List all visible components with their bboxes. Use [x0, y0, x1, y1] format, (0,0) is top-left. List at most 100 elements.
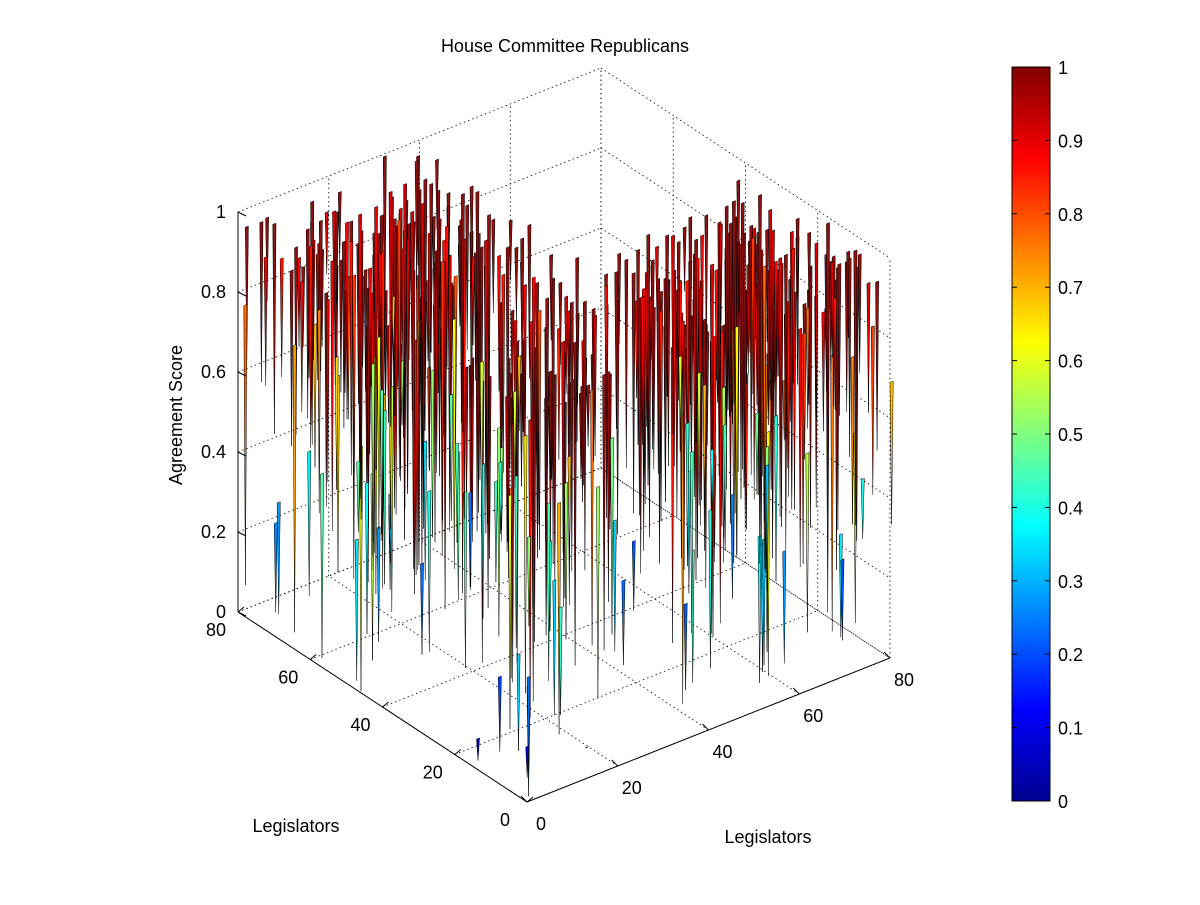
grid-line	[600, 147, 891, 339]
colorbar-tick-label: 0.9	[1058, 131, 1083, 151]
surface-spike	[857, 253, 862, 374]
surface-spike	[292, 344, 297, 633]
y-tick-label: 60	[278, 668, 298, 688]
surface-spike	[705, 331, 710, 446]
surface-spike	[655, 245, 659, 322]
surface-spike	[558, 606, 563, 716]
surface-spike	[510, 309, 515, 425]
surface-spike	[352, 274, 356, 474]
surface-spike	[452, 318, 457, 569]
grid-line	[328, 575, 618, 767]
surface-spike	[546, 502, 551, 681]
surface-spike	[650, 259, 655, 450]
surface-spike	[564, 295, 569, 394]
surface-spike	[730, 493, 735, 599]
colorbar: 0 0.1 0.2 0.3 0.4 0.5 0.6 0.7 0.8 0.9 1	[1011, 58, 1083, 812]
surface-spike	[659, 310, 664, 495]
surface-spike	[784, 253, 788, 439]
surface-spike	[465, 204, 470, 351]
surface-spike	[567, 455, 572, 559]
surface-spike	[791, 247, 796, 384]
grid-line	[419, 539, 709, 731]
surface-spike	[339, 259, 343, 393]
surface-spike	[334, 356, 339, 490]
surface-spike	[501, 273, 506, 473]
surface-spike	[378, 252, 383, 350]
grid-line	[237, 227, 602, 373]
grid-line	[237, 467, 602, 613]
surface-spike	[505, 246, 510, 543]
surface-spike	[397, 218, 402, 477]
grid-line	[454, 610, 818, 755]
surface-spike	[821, 311, 826, 432]
surface-spike	[719, 223, 723, 323]
surface-spike	[847, 257, 852, 457]
surface-spike	[523, 434, 528, 694]
grid-line	[600, 227, 891, 419]
surface-spike	[678, 355, 683, 430]
surface-spike	[771, 229, 775, 402]
surface-spike	[405, 237, 410, 490]
surface-spike	[604, 284, 609, 419]
surface-spike	[294, 246, 298, 435]
surface-spike	[491, 218, 496, 313]
surface-spike	[497, 675, 502, 752]
surface-spike	[430, 369, 435, 538]
surface-spike	[585, 746, 589, 749]
surface-spike	[710, 448, 714, 514]
surface-spike	[558, 281, 563, 365]
surface-spike	[382, 409, 387, 585]
colorbar-tick-label: 0.6	[1058, 352, 1083, 372]
surface-spike	[476, 737, 480, 761]
surface-spike	[276, 501, 281, 615]
surface-spike	[334, 211, 339, 307]
surface-spike	[427, 232, 432, 472]
surface-spike	[875, 280, 879, 451]
z-tick	[237, 291, 247, 297]
surface-spike	[461, 192, 465, 433]
x-tick	[611, 759, 619, 767]
surface-spike	[318, 219, 323, 372]
surface-spike	[435, 158, 439, 229]
surface-spike	[525, 745, 530, 778]
surface-spike	[382, 155, 387, 338]
surface-spike	[685, 422, 690, 567]
surface-spike	[774, 415, 778, 582]
surface-spike	[583, 300, 587, 571]
surface-spike	[549, 253, 553, 341]
surface-spike	[814, 242, 819, 421]
surface-spike	[289, 269, 294, 447]
surface-spike	[889, 380, 894, 525]
surface-spike	[263, 255, 268, 386]
z-tick	[237, 451, 247, 457]
surface-spike	[689, 451, 694, 634]
surface-spike	[368, 267, 372, 425]
surface-spike	[762, 265, 767, 522]
surface-spike	[381, 249, 386, 513]
surface-spike	[826, 222, 830, 514]
z-tick-label: 0.6	[201, 362, 226, 382]
surface-spike	[245, 225, 249, 361]
surface-spike	[376, 526, 381, 642]
surface-spike	[479, 360, 484, 535]
surface-spike	[410, 210, 415, 412]
surface-spike	[805, 306, 810, 429]
y-tick	[526, 796, 534, 803]
surface-plot	[243, 155, 894, 797]
surface-spike	[243, 303, 248, 586]
y-axis-label: Legislators	[252, 816, 339, 836]
surface-spike	[471, 256, 475, 346]
colorbar-tick-label: 0.1	[1058, 719, 1083, 739]
surface-spike	[508, 494, 512, 730]
y-tick-label: 80	[206, 620, 226, 640]
surface-spike	[531, 276, 536, 453]
surface-spike	[337, 191, 342, 262]
z-tick	[237, 371, 247, 377]
surface-spike	[330, 259, 335, 532]
surface-spike	[606, 371, 611, 603]
surface-spike	[320, 472, 324, 658]
surface-spike	[808, 265, 813, 528]
surface-spike	[537, 309, 542, 550]
z-tick	[237, 531, 247, 537]
